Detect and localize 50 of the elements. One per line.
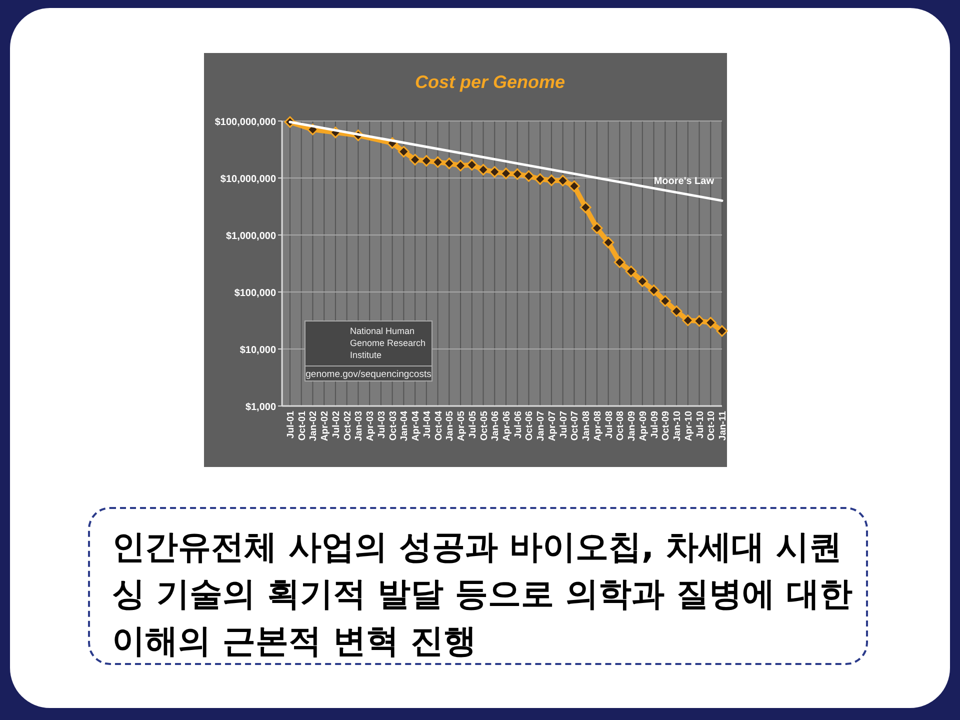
x-tick-label: Oct-06 bbox=[524, 411, 536, 441]
x-tick-label: Jan-04 bbox=[399, 410, 410, 442]
x-tick-label: Jul-07 bbox=[558, 411, 570, 438]
x-tick-label: Oct-10 bbox=[706, 411, 718, 441]
x-tick-label: Oct-03 bbox=[388, 411, 399, 441]
x-tick-label: Apr-04 bbox=[410, 410, 422, 442]
x-tick-label: Oct-07 bbox=[570, 411, 581, 441]
y-tick-label: $1,000 bbox=[245, 402, 276, 413]
x-tick-label: Oct-01 bbox=[296, 410, 308, 441]
x-tick-label: Oct-09 bbox=[660, 411, 672, 441]
x-tick-label: Apr-08 bbox=[592, 411, 604, 442]
series-label: Moore's Law bbox=[654, 176, 714, 187]
x-tick-label: Apr-05 bbox=[456, 410, 468, 442]
annotation: genome.gov/sequencingcosts bbox=[306, 369, 432, 380]
x-tick-label: Jan-08 bbox=[581, 411, 592, 442]
y-tick-label: $10,000 bbox=[240, 345, 276, 356]
x-tick-label: Jul-03 bbox=[376, 411, 388, 438]
x-tick-label: Oct-02 bbox=[342, 411, 354, 441]
x-tick-label: Apr-06 bbox=[502, 411, 512, 442]
y-tick-label: $1,000,000 bbox=[226, 231, 276, 242]
x-tick-label: Apr-02 bbox=[320, 411, 331, 442]
x-tick-label: Jul-10 bbox=[694, 411, 706, 438]
x-tick-label: Apr-10 bbox=[683, 411, 694, 442]
x-tick-label: Apr-03 bbox=[365, 411, 376, 442]
x-tick-label: Jul-08 bbox=[604, 411, 615, 438]
x-tick-label: Apr-07 bbox=[546, 411, 558, 442]
y-tick-label: $100,000,000 bbox=[214, 117, 276, 128]
x-tick-label: Apr-09 bbox=[638, 411, 649, 442]
x-tick-label: Jul-04 bbox=[422, 410, 433, 438]
annotation: National Human Genome Research Institute bbox=[350, 325, 427, 361]
x-tick-label: Oct-04 bbox=[433, 410, 444, 441]
x-tick-label: Jan-03 bbox=[354, 411, 365, 442]
text: 인간유전체 사업의 성공과 바이오칩, 차세대 시퀀싱 기술의 획기적 발달 등으로 의학과 질병에 대한 이해의 근본적 변혁 진행 bbox=[88, 507, 868, 665]
y-tick-label: $100,000 bbox=[234, 288, 276, 299]
x-tick-label: Jul-02 bbox=[330, 411, 342, 438]
y-tick-label: $10,000,000 bbox=[220, 174, 276, 185]
x-tick-label: Jul-05 bbox=[467, 410, 478, 438]
x-tick-label: Jan-09 bbox=[626, 411, 638, 442]
x-tick-label: Jul-01 bbox=[286, 410, 296, 438]
chart-title: Cost per Genome bbox=[414, 72, 566, 92]
x-tick-label: Jul-09 bbox=[649, 411, 660, 438]
x-tick-label: Jan-07 bbox=[536, 411, 547, 442]
x-tick-label: Jan-11 bbox=[718, 410, 728, 441]
x-tick-label: Oct-08 bbox=[615, 411, 626, 441]
x-tick-label: Jan-10 bbox=[672, 411, 684, 442]
x-tick-label: Jul-06 bbox=[512, 411, 524, 438]
x-tick-label: Jan-06 bbox=[490, 411, 502, 442]
x-tick-label: Jan-05 bbox=[444, 410, 456, 442]
x-tick-label: Jan-02 bbox=[308, 411, 320, 442]
x-tick-label: Oct-05 bbox=[478, 410, 490, 441]
